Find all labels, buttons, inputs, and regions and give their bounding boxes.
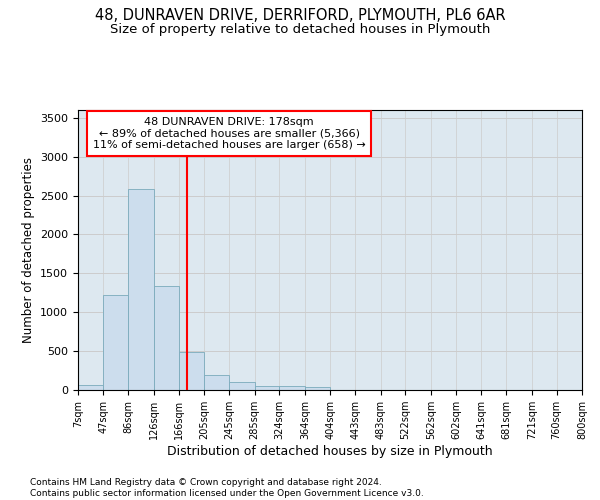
Text: 48, DUNRAVEN DRIVE, DERRIFORD, PLYMOUTH, PL6 6AR: 48, DUNRAVEN DRIVE, DERRIFORD, PLYMOUTH,… [95, 8, 505, 22]
Bar [78, 386, 103, 390]
Bar [154, 286, 179, 390]
X-axis label: Distribution of detached houses by size in Plymouth: Distribution of detached houses by size … [167, 445, 493, 458]
Text: 48 DUNRAVEN DRIVE: 178sqm
← 89% of detached houses are smaller (5,366)
11% of se: 48 DUNRAVEN DRIVE: 178sqm ← 89% of detac… [93, 117, 365, 150]
Bar [305, 388, 331, 390]
Bar [204, 375, 229, 390]
Bar [229, 382, 254, 390]
Y-axis label: Number of detached properties: Number of detached properties [22, 157, 35, 343]
Bar [128, 190, 154, 390]
Bar [103, 295, 128, 390]
Bar [280, 386, 305, 390]
Bar [254, 386, 280, 390]
Bar [179, 352, 204, 390]
Text: Contains HM Land Registry data © Crown copyright and database right 2024.
Contai: Contains HM Land Registry data © Crown c… [30, 478, 424, 498]
Text: Size of property relative to detached houses in Plymouth: Size of property relative to detached ho… [110, 22, 490, 36]
